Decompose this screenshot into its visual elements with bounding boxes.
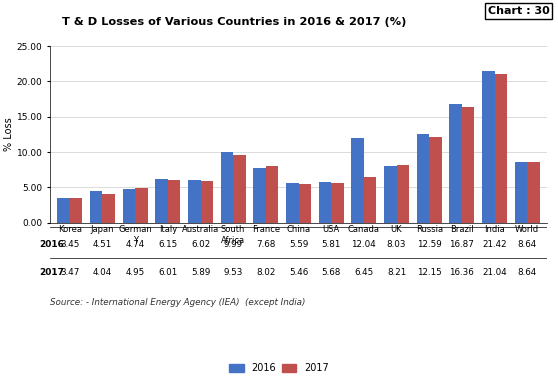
Bar bbox=[168, 180, 180, 223]
Legend: 2016, 2017: 2016, 2017 bbox=[225, 359, 333, 377]
Text: 8.64: 8.64 bbox=[518, 240, 537, 249]
Bar bbox=[384, 166, 397, 223]
Text: 9.53: 9.53 bbox=[224, 268, 243, 277]
Text: 5.59: 5.59 bbox=[289, 240, 308, 249]
Text: 12.59: 12.59 bbox=[417, 240, 441, 249]
Text: 6.45: 6.45 bbox=[354, 268, 373, 277]
Text: 9.99: 9.99 bbox=[224, 240, 243, 249]
Text: 3.47: 3.47 bbox=[60, 268, 79, 277]
Bar bbox=[266, 166, 278, 223]
Bar bbox=[57, 199, 70, 223]
Text: 21.42: 21.42 bbox=[482, 240, 507, 249]
Text: 8.21: 8.21 bbox=[387, 268, 406, 277]
Text: Source: - International Energy Agency (IEA)  (except India): Source: - International Energy Agency (I… bbox=[50, 298, 306, 306]
Text: 8.64: 8.64 bbox=[518, 268, 537, 277]
Text: Chart : 30: Chart : 30 bbox=[488, 6, 550, 16]
Text: 2016: 2016 bbox=[40, 240, 64, 249]
Bar bbox=[233, 156, 246, 223]
Text: 21.04: 21.04 bbox=[482, 268, 507, 277]
Bar bbox=[417, 134, 429, 223]
Text: 12.04: 12.04 bbox=[352, 240, 376, 249]
Bar bbox=[462, 107, 474, 223]
Bar bbox=[70, 198, 82, 223]
Text: 6.01: 6.01 bbox=[158, 268, 177, 277]
Text: 7.68: 7.68 bbox=[256, 240, 276, 249]
Bar bbox=[429, 137, 441, 223]
Bar bbox=[286, 183, 299, 223]
Bar bbox=[319, 182, 331, 223]
Text: 6.15: 6.15 bbox=[158, 240, 177, 249]
Bar bbox=[221, 152, 233, 223]
Y-axis label: % Loss: % Loss bbox=[4, 118, 14, 151]
Text: 4.74: 4.74 bbox=[126, 240, 145, 249]
Bar bbox=[515, 162, 527, 223]
Text: T & D Losses of Various Countries in 2016 & 2017 (%): T & D Losses of Various Countries in 201… bbox=[62, 17, 407, 27]
Text: 6.02: 6.02 bbox=[191, 240, 210, 249]
Bar bbox=[331, 182, 344, 223]
Bar bbox=[397, 165, 409, 223]
Text: 4.95: 4.95 bbox=[126, 268, 145, 277]
Bar bbox=[188, 180, 200, 223]
Text: 5.68: 5.68 bbox=[321, 268, 341, 277]
Text: 4.51: 4.51 bbox=[93, 240, 112, 249]
Bar bbox=[482, 71, 494, 223]
Text: 2017: 2017 bbox=[40, 268, 64, 277]
Bar bbox=[156, 179, 168, 223]
Bar bbox=[527, 162, 540, 223]
Text: 8.03: 8.03 bbox=[387, 240, 406, 249]
Bar bbox=[450, 104, 462, 223]
Bar bbox=[103, 194, 115, 223]
Text: 16.87: 16.87 bbox=[449, 240, 474, 249]
Text: 8.02: 8.02 bbox=[256, 268, 276, 277]
Bar bbox=[90, 191, 103, 223]
Text: 12.15: 12.15 bbox=[417, 268, 441, 277]
Bar bbox=[494, 74, 507, 223]
Text: 3.45: 3.45 bbox=[60, 240, 79, 249]
Text: 16.36: 16.36 bbox=[450, 268, 474, 277]
Text: 5.81: 5.81 bbox=[321, 240, 341, 249]
Text: 5.89: 5.89 bbox=[191, 268, 210, 277]
Bar bbox=[299, 184, 311, 223]
Bar bbox=[352, 137, 364, 223]
Bar bbox=[135, 188, 147, 223]
Text: 5.46: 5.46 bbox=[289, 268, 308, 277]
Text: 4.04: 4.04 bbox=[93, 268, 112, 277]
Bar bbox=[123, 189, 135, 223]
Bar bbox=[200, 181, 213, 223]
Bar bbox=[253, 169, 266, 223]
Bar bbox=[364, 177, 376, 223]
